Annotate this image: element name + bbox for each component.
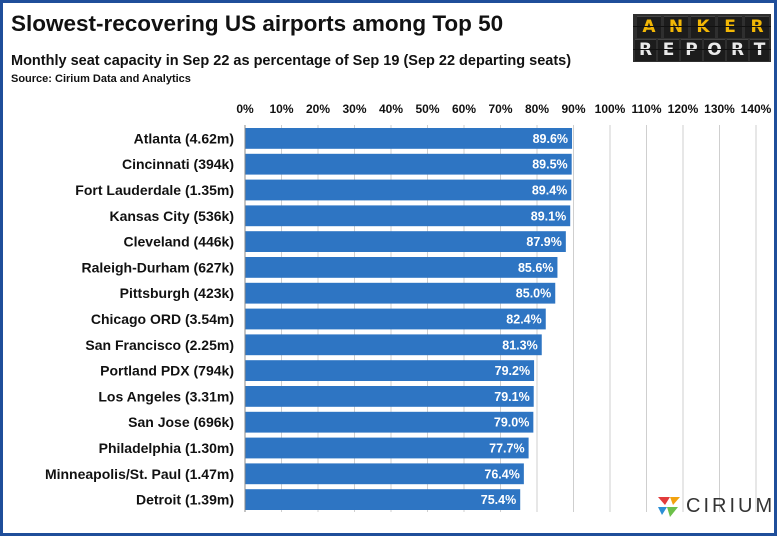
bar-data-label: 81.3% [502,338,537,352]
bar [245,411,534,433]
x-tick-label: 80% [525,102,549,116]
report-letter: P [681,39,702,61]
category-label: Cleveland (446k) [124,234,235,250]
bar-data-label: 89.1% [531,209,566,223]
bar-data-label: 89.6% [533,132,568,146]
bar [245,128,573,149]
x-tick-label: 20% [306,102,330,116]
anker-letter: A [637,16,661,38]
report-letter: R [635,39,656,61]
category-label: Raleigh-Durham (627k) [82,259,234,275]
bar [245,205,571,227]
anker-letter: K [691,16,715,38]
bar [245,257,558,278]
report-letter: E [658,39,679,61]
bar [245,231,566,252]
category-label: Portland PDX (794k) [100,363,234,379]
bar [245,179,572,201]
bar [245,437,529,459]
category-label: Kansas City (536k) [109,208,234,224]
category-label: Minneapolis/St. Paul (1.47m) [45,466,234,482]
bar-data-label: 79.2% [495,364,530,378]
bar-chart: 0% 10% 20% 30% 40% 50% 60% 70% 80% 90% 100% 110% 120… [45,102,772,512]
x-tick-label: 0% [236,102,254,116]
anker-letter: N [664,16,688,38]
x-tick-label: 100% [595,102,626,116]
bar-data-label: 76.4% [484,467,519,481]
category-label: Detroit (1.39m) [136,492,234,508]
anker-letter: E [718,16,742,38]
category-label: Pittsburgh (423k) [120,285,234,301]
category-label: Atlanta (4.62m) [134,130,234,146]
x-tick-label: 110% [631,102,661,116]
bar-data-label: 89.5% [532,158,567,172]
x-tick-label: 130% [704,102,735,116]
category-label: Fort Lauderdale (1.35m) [75,182,234,198]
report-letter: R [727,39,748,61]
bar-data-label: 85.6% [518,261,553,275]
x-tick-label: 90% [561,102,585,116]
bar [245,386,534,407]
anker-letter: R [745,16,769,38]
x-tick-label: 50% [415,102,439,116]
x-tick-label: 10% [269,102,293,116]
cirium-logo: CIRIUM [656,493,772,519]
bar-data-label: 79.1% [494,390,529,404]
x-tick-label: 60% [452,102,476,116]
category-label: Cincinnati (394k) [122,156,234,172]
x-tick-label: 40% [379,102,403,116]
x-tick-label: 140% [741,102,772,116]
bar-data-label: 89.4% [532,184,567,198]
cirium-mark-icon [658,497,680,517]
anker-report-logo: A N K E R R E P O R T [633,14,771,62]
cirium-wordmark: CIRIUM [686,495,776,517]
bar-data-label: 87.9% [526,235,561,249]
bar-data-label: 79.0% [494,416,529,430]
bar [245,360,535,381]
bar-data-label: 85.0% [516,287,551,301]
bar [245,308,546,330]
bar-data-label: 77.7% [489,442,524,456]
bar [245,334,542,356]
category-label: Philadelphia (1.30m) [99,440,234,456]
category-label: San Jose (696k) [128,414,234,430]
report-letter: O [704,39,725,61]
x-tick-label: 30% [342,102,366,116]
x-tick-label: 70% [488,102,512,116]
category-label: San Francisco (2.25m) [85,337,234,353]
chart-source: Source: Cirium Data and Analytics [11,73,191,85]
x-tick-label: 120% [668,102,699,116]
bar [245,463,524,485]
chart-title: Slowest-recovering US airports among Top… [11,11,504,36]
bar-data-label: 82.4% [506,313,541,327]
category-label: Los Angeles (3.31m) [98,388,234,404]
bar-data-label: 75.4% [481,493,516,507]
bar [245,489,521,510]
report-letter: T [750,39,769,61]
bar [245,282,556,304]
bar [245,153,572,175]
chart-subtitle: Monthly seat capacity in Sep 22 as perce… [11,53,572,69]
category-label: Chicago ORD (3.54m) [91,311,234,327]
